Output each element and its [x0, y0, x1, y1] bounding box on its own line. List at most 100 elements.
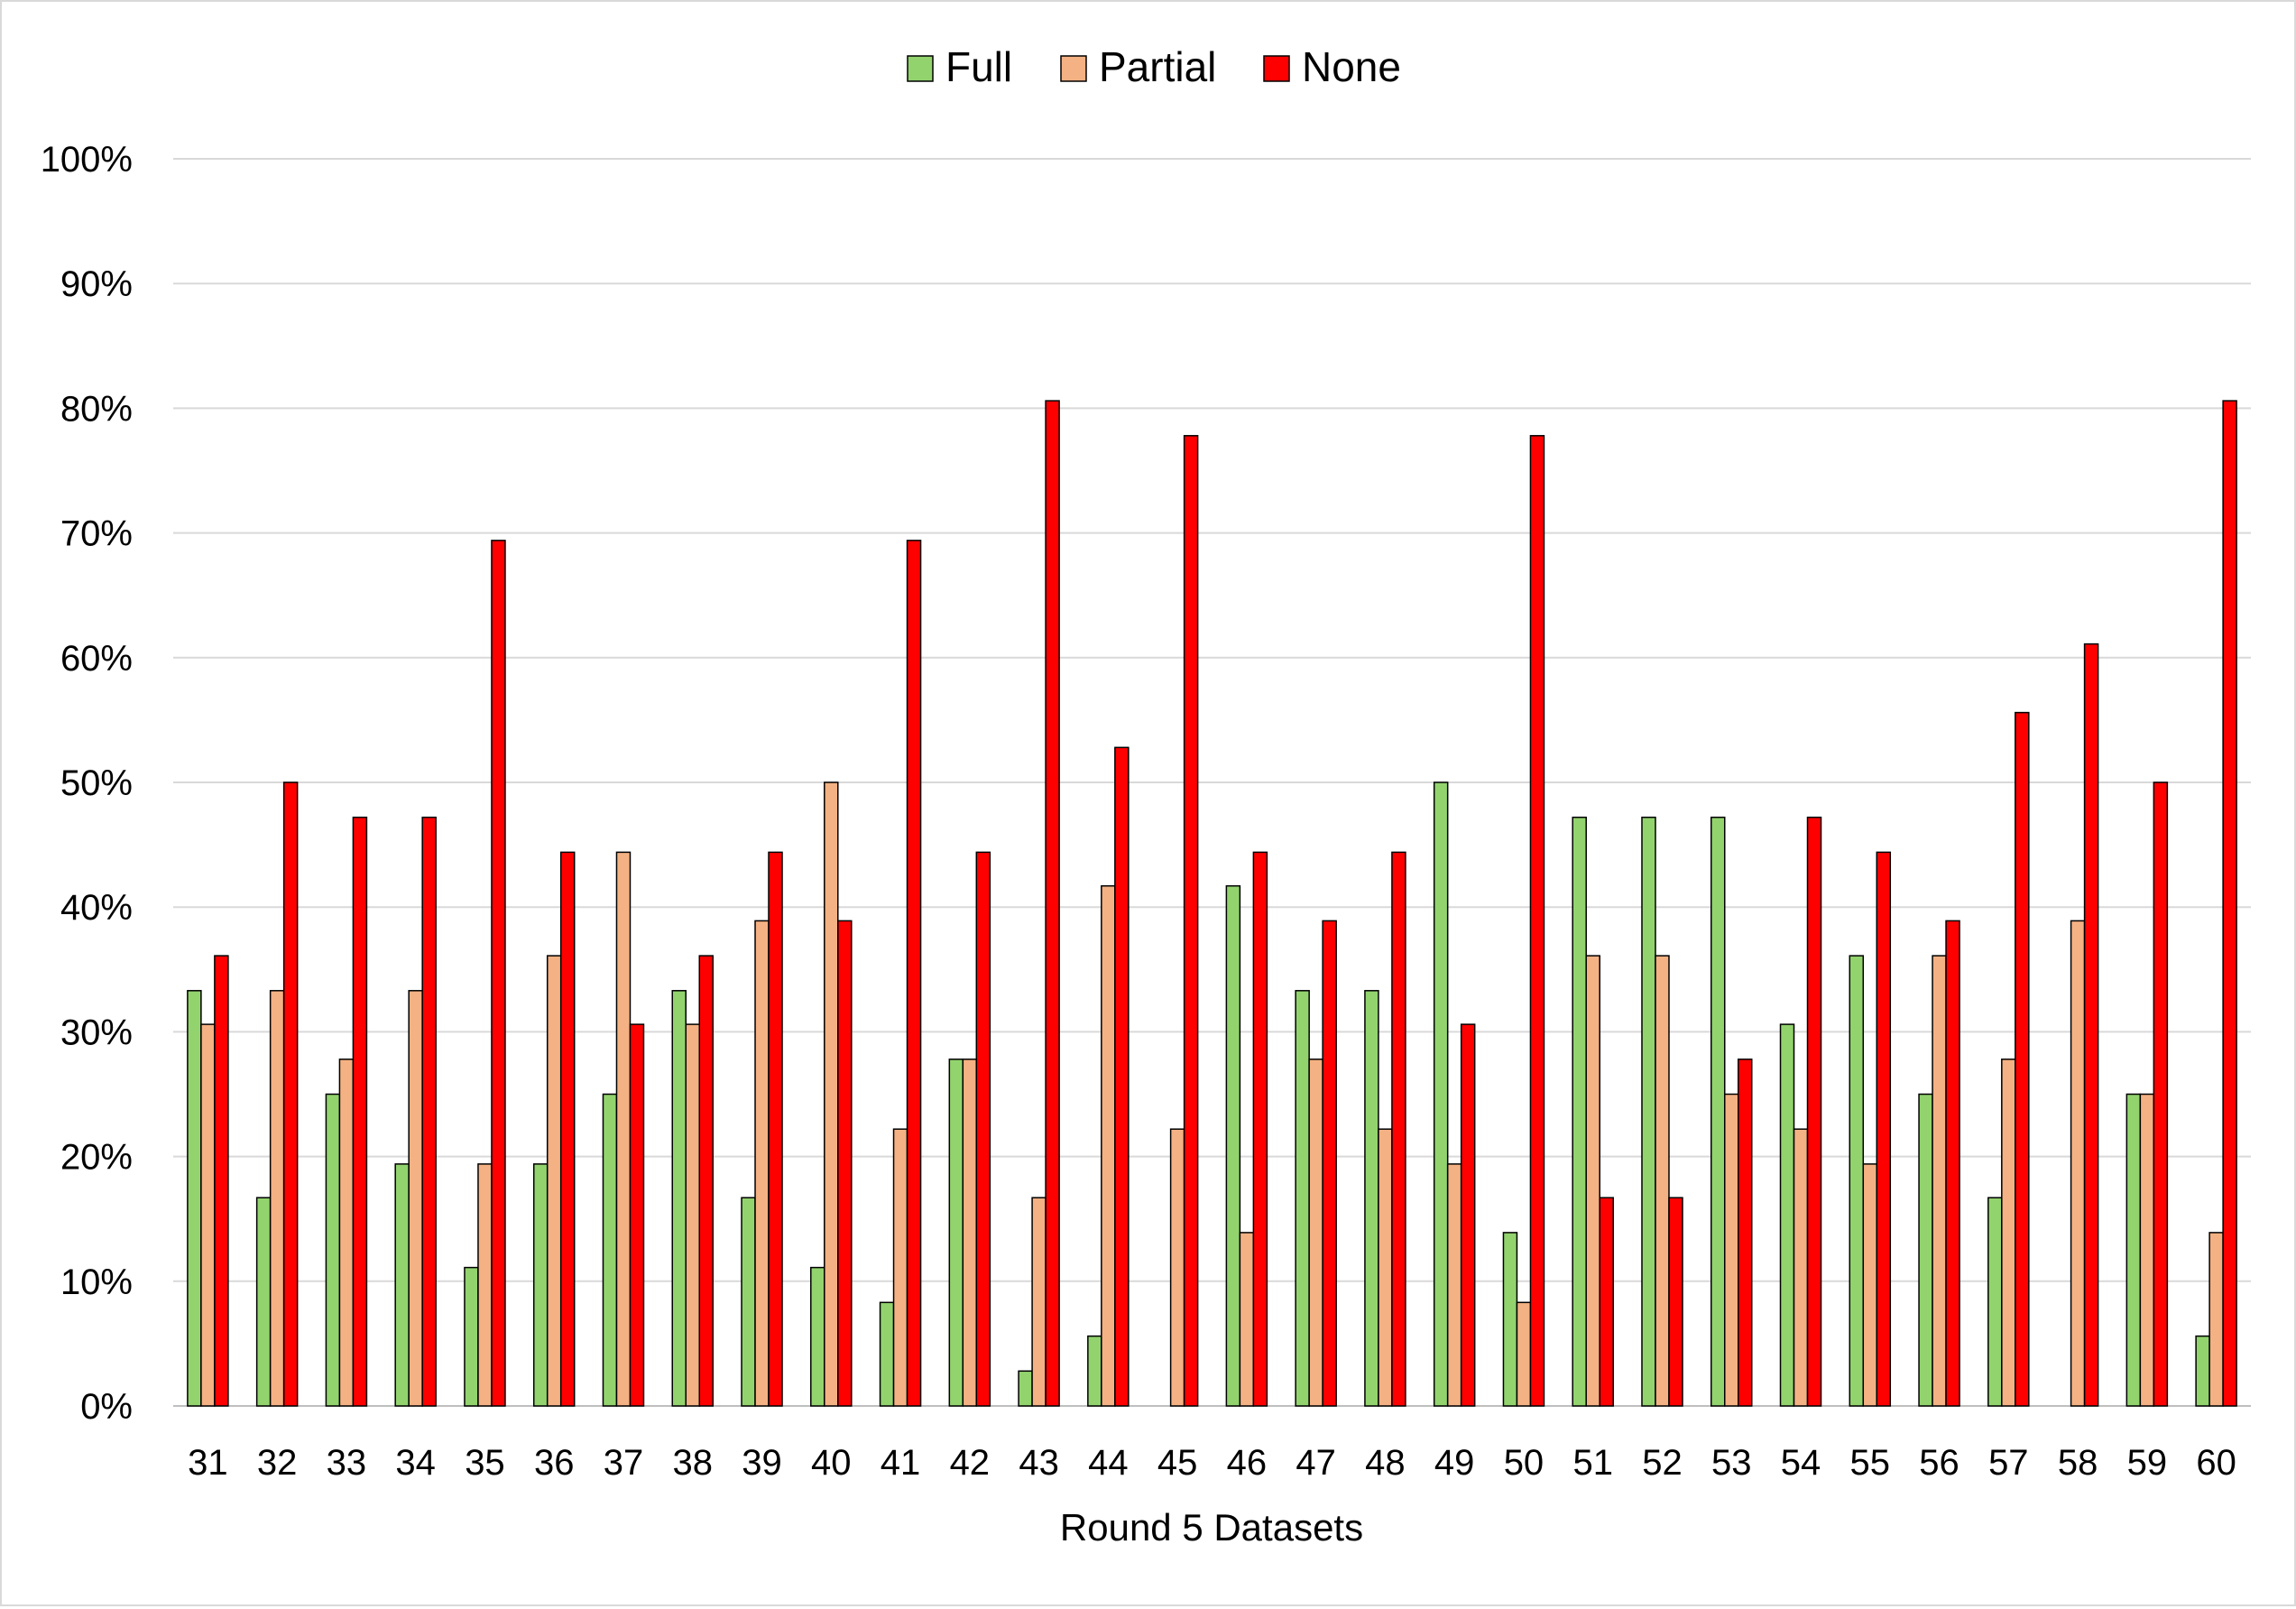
legend-item-partial: Partial: [1060, 43, 1216, 90]
x-tick-label: 46: [1227, 1443, 1268, 1483]
x-tick-label: 31: [188, 1443, 228, 1483]
bar-partial-52: [1655, 955, 1670, 1407]
bar-none-56: [1945, 920, 1960, 1407]
bar-none-41: [906, 540, 922, 1407]
bar-full-31: [187, 990, 202, 1407]
bar-none-32: [282, 781, 299, 1407]
bar-none-35: [491, 540, 506, 1407]
legend-item-none: None: [1263, 43, 1401, 90]
legend-item-full: Full: [907, 43, 1012, 90]
bar-full-35: [464, 1266, 479, 1407]
legend-swatch: [1060, 55, 1087, 82]
bar-full-41: [879, 1301, 895, 1407]
bar-partial-31: [200, 1023, 216, 1407]
y-tick-label: 60%: [60, 639, 133, 679]
bar-partial-44: [1101, 884, 1116, 1407]
bar-none-44: [1114, 746, 1130, 1407]
y-tick-label: 80%: [60, 389, 133, 429]
x-tick-label: 59: [2127, 1443, 2168, 1483]
legend-label: None: [1302, 43, 1401, 90]
bar-full-38: [671, 990, 687, 1407]
bar-full-47: [1295, 990, 1310, 1407]
y-tick-label: 0%: [80, 1387, 133, 1427]
legend-label: Partial: [1099, 43, 1216, 90]
bar-none-33: [352, 816, 368, 1407]
bar-full-46: [1225, 884, 1241, 1407]
bar-full-39: [741, 1197, 756, 1407]
bar-partial-38: [685, 1023, 700, 1407]
bar-none-54: [1806, 816, 1822, 1407]
bar-full-60: [2195, 1335, 2210, 1407]
bar-partial-54: [1793, 1128, 1809, 1407]
bar-full-59: [2125, 1093, 2142, 1407]
bars: [187, 400, 2237, 1407]
bar-none-57: [2015, 711, 2030, 1407]
y-axis-tick-labels: 0% 10% 20% 30% 40% 50% 60% 70% 80% 90% 100%: [41, 140, 133, 1427]
y-tick-label: 50%: [60, 763, 133, 803]
x-tick-label: 35: [465, 1443, 505, 1483]
bar-full-42: [948, 1059, 964, 1407]
bar-partial-58: [2070, 920, 2086, 1407]
x-tick-label: 39: [742, 1443, 782, 1483]
bar-none-53: [1738, 1059, 1753, 1407]
bar-partial-47: [1308, 1059, 1323, 1407]
legend: Full Partial None: [907, 43, 1401, 90]
bar-full-44: [1087, 1335, 1102, 1407]
bar-partial-32: [269, 990, 285, 1407]
x-tick-label: 41: [881, 1443, 921, 1483]
y-tick-label: 30%: [60, 1013, 133, 1052]
x-tick-label: 50: [1504, 1443, 1544, 1483]
bar-none-48: [1391, 851, 1406, 1407]
bar-partial-36: [546, 955, 562, 1407]
bar-partial-35: [477, 1163, 493, 1407]
bar-full-57: [1987, 1197, 2003, 1407]
bar-full-33: [325, 1093, 341, 1407]
bar-partial-49: [1446, 1163, 1462, 1407]
bar-full-37: [602, 1093, 618, 1407]
bar-full-36: [532, 1163, 549, 1407]
x-tick-label: 54: [1781, 1443, 1821, 1483]
y-tick-label: 10%: [60, 1262, 133, 1302]
bar-partial-41: [892, 1128, 908, 1407]
x-tick-label: 49: [1434, 1443, 1475, 1483]
bar-partial-33: [338, 1059, 355, 1407]
y-tick-label: 20%: [60, 1138, 133, 1178]
legend-label: Full: [945, 43, 1012, 90]
x-tick-label: 32: [257, 1443, 298, 1483]
bar-none-55: [1876, 851, 1892, 1407]
gridlines: [173, 158, 2251, 1407]
bar-partial-56: [1932, 955, 1947, 1407]
bar-full-48: [1364, 990, 1379, 1407]
bar-full-52: [1641, 816, 1656, 1407]
x-tick-label: 53: [1711, 1443, 1752, 1483]
bar-partial-34: [408, 990, 423, 1407]
bar-none-49: [1460, 1023, 1476, 1407]
x-tick-label: 45: [1157, 1443, 1198, 1483]
bar-full-55: [1849, 955, 1865, 1407]
bar-none-45: [1183, 435, 1199, 1407]
bar-none-59: [2153, 781, 2169, 1407]
bar-none-60: [2222, 400, 2237, 1407]
bar-partial-55: [1862, 1163, 1878, 1407]
y-tick-label: 40%: [60, 888, 133, 928]
bar-none-42: [975, 851, 991, 1407]
x-tick-label: 34: [395, 1443, 436, 1483]
bar-none-58: [2083, 643, 2099, 1407]
bar-full-43: [1018, 1370, 1033, 1407]
bar-partial-50: [1516, 1301, 1532, 1407]
bar-full-40: [810, 1266, 825, 1407]
bar-full-53: [1710, 816, 1726, 1407]
bar-none-47: [1322, 920, 1337, 1407]
x-axis-tick-labels: 31 32 33 34 35 36 37 38 39 40 41 42 43 44 45 46 47 48 49 50…: [188, 1443, 2236, 1483]
bar-partial-59: [2139, 1093, 2155, 1407]
y-tick-label: 70%: [60, 514, 133, 554]
legend-swatch: [1263, 55, 1290, 82]
x-tick-label: 51: [1572, 1443, 1613, 1483]
bar-partial-42: [962, 1059, 978, 1407]
bar-partial-60: [2208, 1232, 2224, 1407]
x-tick-label: 38: [673, 1443, 714, 1483]
x-tick-label: 48: [1365, 1443, 1406, 1483]
x-tick-label: 43: [1019, 1443, 1059, 1483]
bar-none-34: [421, 816, 437, 1407]
